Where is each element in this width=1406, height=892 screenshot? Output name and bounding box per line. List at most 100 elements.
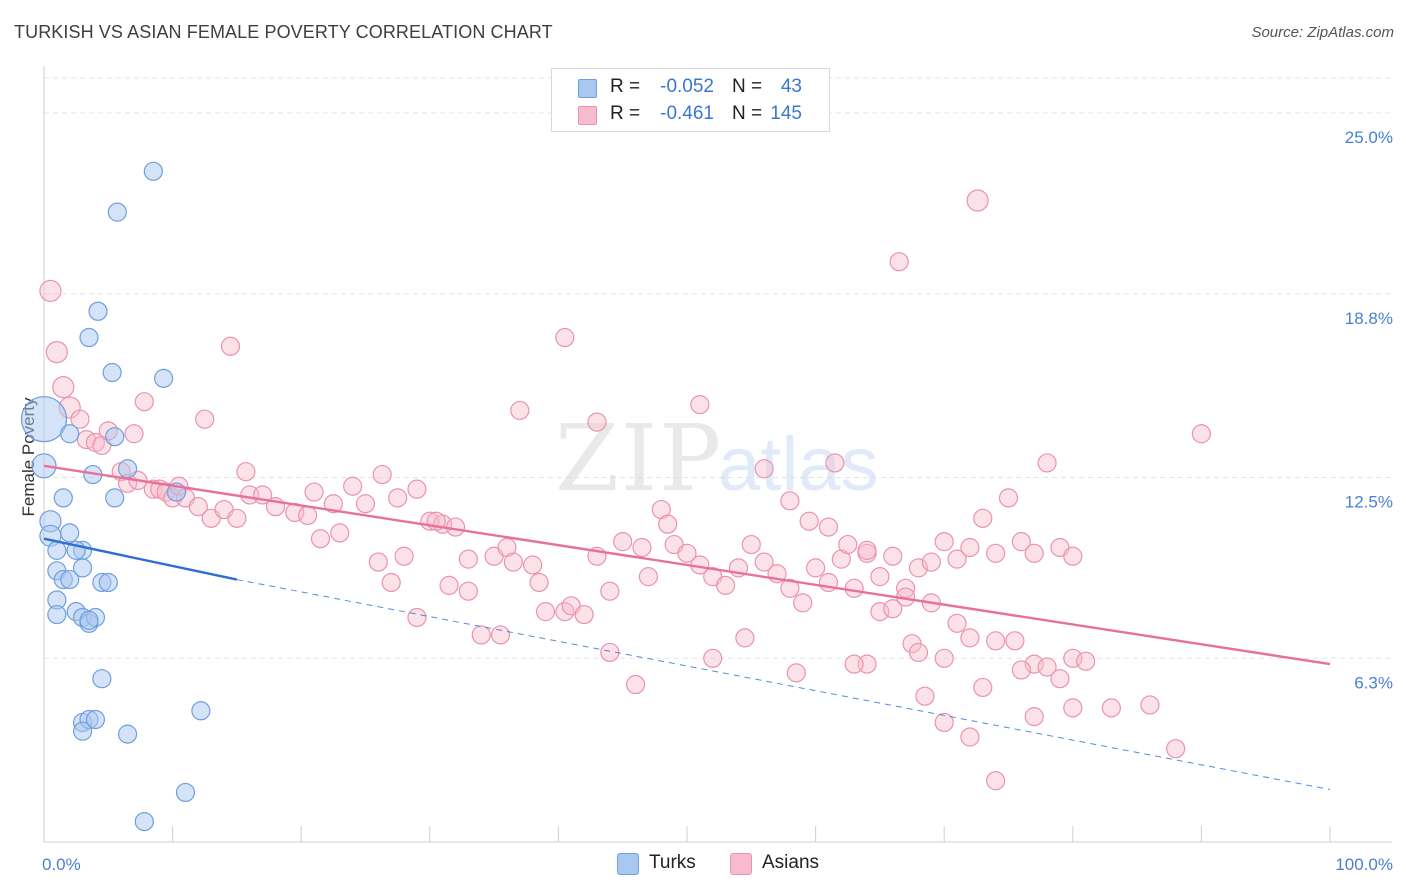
turks-point xyxy=(88,301,108,321)
asians-point xyxy=(227,508,247,528)
turks-n-value: 43 xyxy=(780,76,802,97)
turks-point xyxy=(102,362,122,383)
asians-point xyxy=(1166,739,1186,759)
asians-point xyxy=(986,543,1006,563)
asians-point xyxy=(838,534,858,555)
turks-point xyxy=(107,202,127,222)
turks-point xyxy=(79,327,99,348)
asians-point xyxy=(677,543,697,563)
asians-point xyxy=(574,604,594,625)
asians-r-label: R = xyxy=(610,103,641,124)
asians-point xyxy=(934,712,954,733)
asians-point xyxy=(754,552,774,572)
asians-point xyxy=(844,654,864,674)
asians-point xyxy=(503,552,523,572)
turks-point xyxy=(85,709,106,730)
turks-point xyxy=(47,604,67,625)
asians-point xyxy=(368,552,388,572)
turks-n-label: N = xyxy=(732,76,763,97)
turks-point xyxy=(153,368,174,388)
asians-point xyxy=(1011,660,1031,680)
trend-lines xyxy=(43,464,1331,791)
asians-point xyxy=(966,189,989,212)
asians-point xyxy=(471,625,491,645)
asians-point xyxy=(124,424,144,444)
turks-point xyxy=(72,721,93,741)
source-note: Source: ZipAtlas.com xyxy=(1251,24,1394,41)
asians-point xyxy=(960,628,980,648)
asians-legend-label: Asians xyxy=(762,852,820,873)
asians-point xyxy=(310,529,331,549)
turks-point xyxy=(92,669,112,689)
asians-point xyxy=(535,602,556,622)
asians-point xyxy=(1101,698,1121,718)
asians-point xyxy=(973,677,993,698)
asians-point xyxy=(1063,546,1083,566)
asians-point xyxy=(1011,532,1031,552)
asians-point xyxy=(1050,669,1070,689)
asians-point xyxy=(394,546,414,566)
y-tick-label: 25.0% xyxy=(1345,128,1393,147)
asians-point xyxy=(690,394,710,415)
asians-point xyxy=(793,593,813,613)
turks-point xyxy=(53,488,73,508)
turks-point xyxy=(98,572,118,593)
asians-point xyxy=(715,575,736,595)
asians-point xyxy=(490,625,511,645)
asians-point xyxy=(1024,707,1044,727)
asians-point xyxy=(638,567,659,587)
chart-title: TURKISH VS ASIAN FEMALE POVERTY CORRELAT… xyxy=(14,22,553,42)
asians-point xyxy=(134,392,154,412)
asians-point xyxy=(1037,657,1057,677)
turks-r-value: -0.052 xyxy=(660,76,714,97)
asians-legend-swatch xyxy=(730,853,752,875)
asians-point xyxy=(889,252,909,272)
asians-point xyxy=(439,575,459,595)
asians-point xyxy=(529,572,549,593)
asians-point xyxy=(1037,453,1057,473)
turks-point xyxy=(117,459,138,479)
asians-point xyxy=(857,540,877,560)
turks-point xyxy=(60,424,80,444)
asians-point xyxy=(1191,424,1212,444)
turks-point xyxy=(117,724,138,744)
legend-row-asians: R = -0.461 N = 145 xyxy=(552,101,829,129)
asians-point xyxy=(844,578,864,598)
turks-point xyxy=(105,427,125,447)
x-tick-labels: 0.0% 100.0% xyxy=(42,855,1393,874)
y-tick-label: 6.3% xyxy=(1354,673,1393,692)
asians-point xyxy=(188,497,208,517)
asians-point xyxy=(600,581,620,601)
asians-point xyxy=(960,727,980,747)
asians-point xyxy=(355,494,376,514)
asians-point xyxy=(195,409,215,429)
asians-point xyxy=(799,511,819,531)
asians-point xyxy=(947,613,967,633)
asians-point xyxy=(39,279,62,302)
asians-point xyxy=(818,517,839,537)
asians-point xyxy=(934,532,954,552)
asians-point xyxy=(45,341,68,364)
turks-point xyxy=(60,569,80,590)
asians-point xyxy=(960,537,980,558)
asians-point xyxy=(825,453,845,473)
asians-point xyxy=(458,581,478,601)
turks-legend-swatch xyxy=(617,853,639,875)
turks-point xyxy=(134,811,154,832)
asians-point xyxy=(1063,698,1083,718)
y-tick-label: 18.8% xyxy=(1345,309,1393,328)
y-tick-label: 12.5% xyxy=(1345,492,1393,511)
turks-trend-extension xyxy=(236,579,1331,791)
asians-point xyxy=(220,336,241,356)
asians-point xyxy=(381,572,401,593)
watermark: ZIP atlas xyxy=(555,405,879,512)
watermark-zip: ZIP xyxy=(555,405,723,512)
asians-point xyxy=(915,686,935,706)
asians-point xyxy=(973,508,993,528)
asians-point xyxy=(870,567,890,587)
asians-point xyxy=(934,648,954,668)
asians-n-label: N = xyxy=(732,103,763,124)
asians-point xyxy=(330,523,350,543)
asians-point xyxy=(805,558,826,578)
asians-point xyxy=(1024,543,1044,563)
